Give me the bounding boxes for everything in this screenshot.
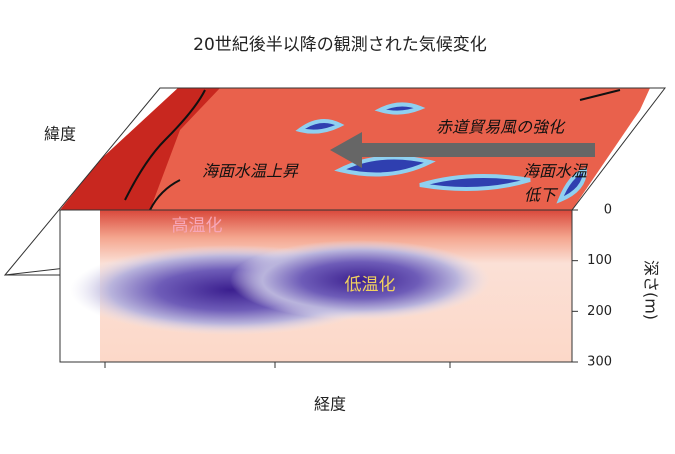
depth-tick-label: 0 [604, 203, 612, 218]
cold-streaks [295, 102, 588, 204]
depth-label: 深さ(m) [642, 260, 661, 320]
depth-tick-label: 300 [587, 355, 612, 370]
section-frame [59, 209, 573, 363]
longitude-label: 経度 [314, 395, 346, 414]
annotation: 海面水温 [523, 162, 588, 181]
depth-tick-label: 100 [587, 253, 612, 268]
title: 20世紀後半以降の観測された気候変化 [193, 35, 487, 55]
depth-axis: 0 100 200 300 [572, 203, 612, 370]
annotation: 赤道貿易風の強化 [436, 118, 566, 137]
wind-arrow-head [330, 132, 362, 168]
coastlines [124, 89, 621, 211]
annotation: 低下 [524, 186, 559, 205]
annotation: 低温化 [345, 275, 396, 295]
warm-west [60, 88, 220, 210]
cold-core [230, 240, 490, 320]
annotation: 高温化 [172, 216, 223, 236]
latitude-label: 緯度 [44, 125, 76, 144]
depth-tick-label: 200 [587, 304, 612, 319]
annotation: 海面水温上昇 [202, 162, 299, 181]
